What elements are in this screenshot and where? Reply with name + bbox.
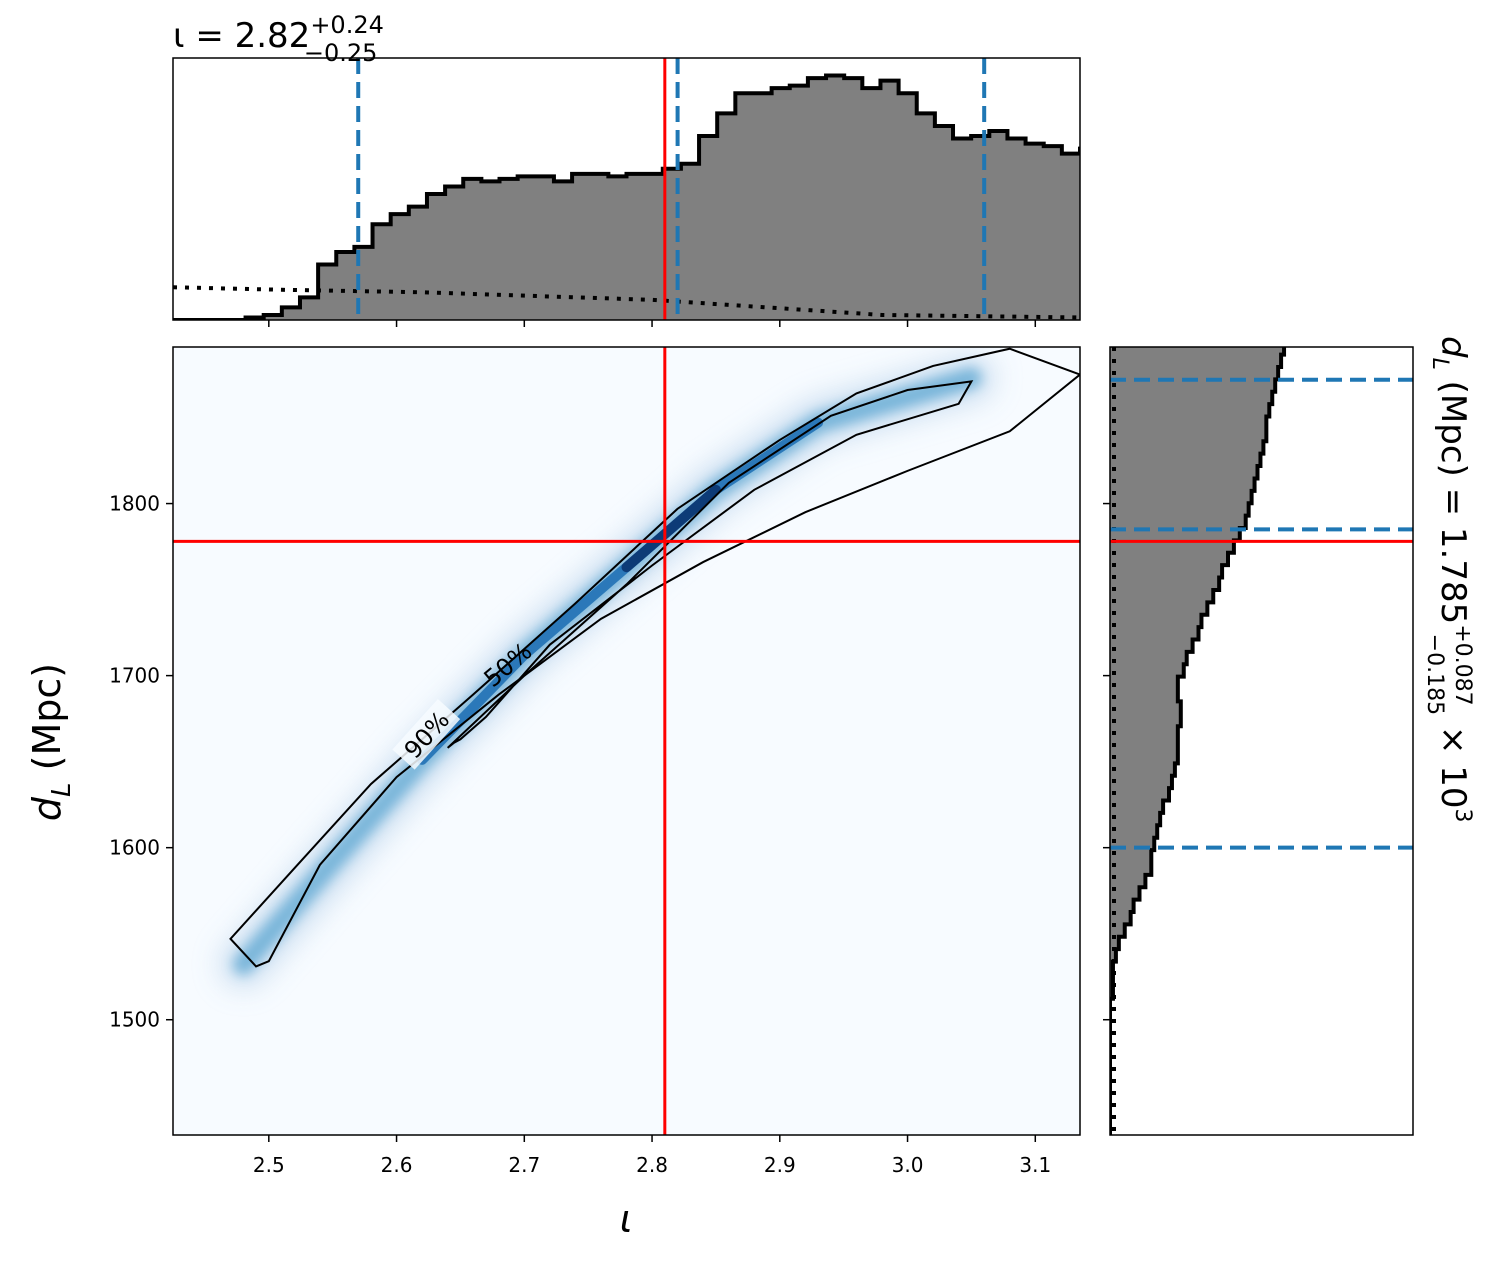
x-tick-label-1: 2.6 <box>381 1153 413 1177</box>
top-title-main: ι = 2.82 <box>173 16 310 56</box>
right-title-mid: (Mpc) = 1.785 <box>1433 370 1473 624</box>
y-tick-label-3: 1800 <box>109 492 160 516</box>
right-title-sup: +0.087 <box>1450 624 1475 705</box>
x-tick-label-2: 2.7 <box>508 1153 540 1177</box>
x-tick-label-0: 2.5 <box>253 1153 285 1177</box>
x-tick-label-6: 3.1 <box>1019 1153 1051 1177</box>
top-histogram-outline <box>173 73 1080 320</box>
right-histogram-fill <box>1110 347 1285 1135</box>
right-y-ticks <box>1103 502 1110 1021</box>
x-tick-label-5: 3.0 <box>892 1153 924 1177</box>
joint-background <box>173 347 1080 1135</box>
right-title-suffix: × 10 <box>1433 715 1473 808</box>
y-label-var: d <box>25 796 69 821</box>
x-axis-ticks: 2.5 2.6 2.7 2.8 2.9 3.0 3.1 <box>253 1135 1051 1177</box>
top-panel-frame <box>172 57 1081 321</box>
y-tick-label-1: 1600 <box>109 836 160 860</box>
right-title-exp: 3 <box>1450 808 1475 822</box>
right-marginal-panel: dL (Mpc) = 1.785+0.087−0.185 × 103 <box>1103 336 1475 1136</box>
right-title-sub: −0.185 <box>1422 634 1447 715</box>
density-ridge-peak <box>621 484 721 573</box>
top-panel-title: ι = 2.82+0.24 −0.25 <box>173 11 384 67</box>
top-x-ticks <box>268 320 1037 327</box>
contour-50-percent <box>446 380 974 749</box>
right-panel-title: dL (Mpc) = 1.785+0.087−0.185 × 103 <box>1422 336 1475 822</box>
top-marginal-panel: ι = 2.82+0.24 −0.25 <box>172 11 1081 327</box>
top-histogram-fill <box>173 75 1080 320</box>
right-title-var-sub: L <box>1427 358 1452 370</box>
y-label-unit: (Mpc) <box>25 663 69 783</box>
right-histogram-outline <box>1110 347 1287 1135</box>
y-axis-label: dL (Mpc) <box>25 663 77 821</box>
top-title-sup: +0.24 <box>310 11 384 39</box>
right-title-var: d <box>1433 336 1473 358</box>
right-quantile-lines <box>1110 377 1413 850</box>
joint-panel-frame <box>172 346 1081 1136</box>
y-tick-label-2: 1700 <box>109 664 160 688</box>
y-axis-ticks: 1500 1600 1700 1800 <box>109 492 173 1032</box>
x-tick-label-4: 2.9 <box>764 1153 796 1177</box>
joint-panel: 90% 50% 2.5 2.6 2.7 2.8 2.9 3.0 3.1 1500160017… <box>25 346 1081 1241</box>
top-quantile-lines <box>356 58 987 320</box>
x-tick-label-3: 2.8 <box>636 1153 668 1177</box>
y-label-sub: L <box>47 782 77 797</box>
right-panel-frame <box>1109 346 1414 1136</box>
y-tick-label-0: 1500 <box>109 1008 160 1032</box>
top-title-sub: −0.25 <box>304 39 378 67</box>
x-axis-label: ι <box>620 1197 633 1241</box>
